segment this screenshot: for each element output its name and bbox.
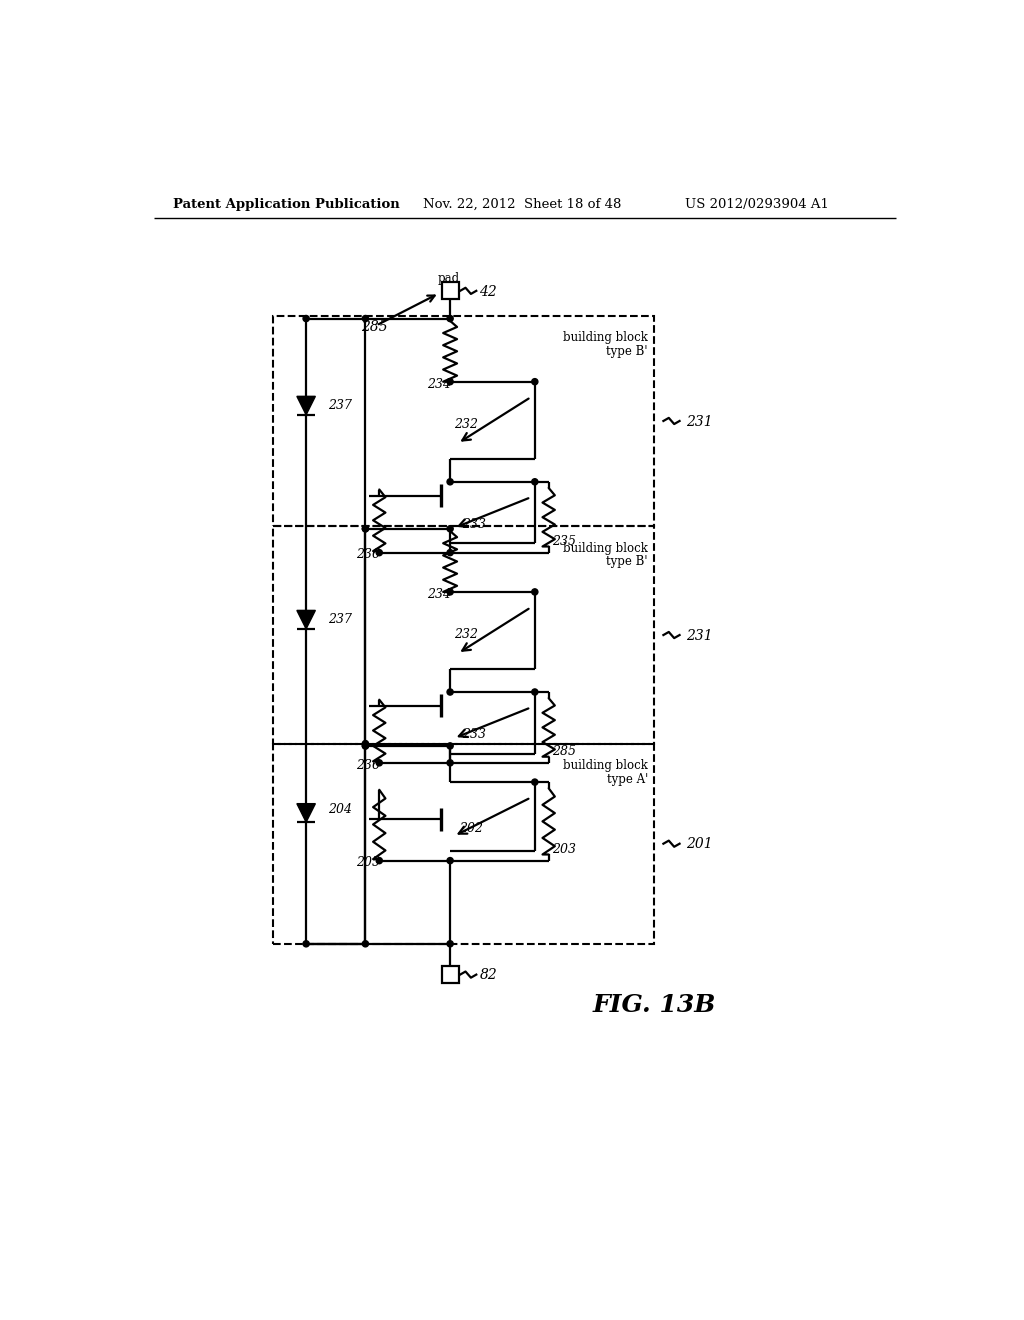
Circle shape [531, 779, 538, 785]
Text: building block: building block [563, 759, 648, 772]
Circle shape [303, 941, 309, 946]
Circle shape [362, 741, 369, 747]
Text: building block: building block [563, 541, 648, 554]
Bar [441, 966, 459, 983]
Circle shape [447, 525, 454, 532]
Text: 231: 231 [686, 628, 713, 643]
Polygon shape [297, 804, 315, 822]
Text: 237: 237 [328, 399, 351, 412]
Circle shape [531, 479, 538, 484]
Text: 201: 201 [686, 837, 713, 851]
Circle shape [447, 941, 454, 946]
Bar [273, 743, 654, 944]
Circle shape [376, 760, 382, 766]
Circle shape [447, 549, 454, 556]
Text: 233: 233 [462, 517, 485, 531]
Circle shape [447, 589, 454, 595]
Circle shape [362, 743, 369, 748]
Circle shape [447, 689, 454, 696]
Text: type B': type B' [606, 345, 648, 358]
Text: type A': type A' [607, 772, 648, 785]
Circle shape [447, 479, 454, 484]
Text: 202: 202 [460, 822, 483, 834]
Text: 237: 237 [328, 612, 351, 626]
Text: 236: 236 [356, 759, 380, 772]
Text: 204: 204 [328, 803, 351, 816]
Circle shape [362, 941, 369, 946]
Circle shape [447, 743, 454, 748]
Circle shape [447, 760, 454, 766]
Text: 42: 42 [478, 285, 497, 298]
Text: 82: 82 [480, 969, 498, 982]
Text: Patent Application Publication: Patent Application Publication [173, 198, 399, 211]
Bar [441, 282, 459, 300]
Text: 205: 205 [356, 857, 380, 870]
Text: type B': type B' [606, 556, 648, 569]
Circle shape [303, 315, 309, 322]
Text: building block: building block [563, 331, 648, 345]
Text: US 2012/0293904 A1: US 2012/0293904 A1 [685, 198, 828, 211]
Text: 285: 285 [553, 744, 577, 758]
Polygon shape [297, 610, 315, 628]
Bar [273, 317, 654, 527]
Polygon shape [297, 396, 315, 414]
Bar [273, 527, 654, 743]
Circle shape [362, 525, 369, 532]
Text: 231: 231 [686, 414, 713, 429]
Circle shape [447, 858, 454, 863]
Text: 203: 203 [553, 842, 577, 855]
Text: 234: 234 [427, 378, 451, 391]
Text: 232: 232 [454, 417, 478, 430]
Circle shape [531, 379, 538, 385]
Text: Nov. 22, 2012  Sheet 18 of 48: Nov. 22, 2012 Sheet 18 of 48 [423, 198, 622, 211]
Text: 233: 233 [462, 727, 485, 741]
Text: 285: 285 [360, 319, 387, 334]
Text: FIG. 13B: FIG. 13B [593, 994, 716, 1018]
Circle shape [376, 549, 382, 556]
Circle shape [362, 315, 369, 322]
Circle shape [362, 525, 369, 532]
Circle shape [531, 589, 538, 595]
Circle shape [362, 743, 369, 748]
Text: 236: 236 [356, 548, 380, 561]
Text: 234: 234 [427, 587, 451, 601]
Circle shape [376, 858, 382, 863]
Circle shape [447, 315, 454, 322]
Text: 232: 232 [454, 628, 478, 640]
Text: 235: 235 [553, 535, 577, 548]
Text: pad: pad [437, 272, 460, 285]
Circle shape [447, 379, 454, 385]
Circle shape [531, 689, 538, 696]
